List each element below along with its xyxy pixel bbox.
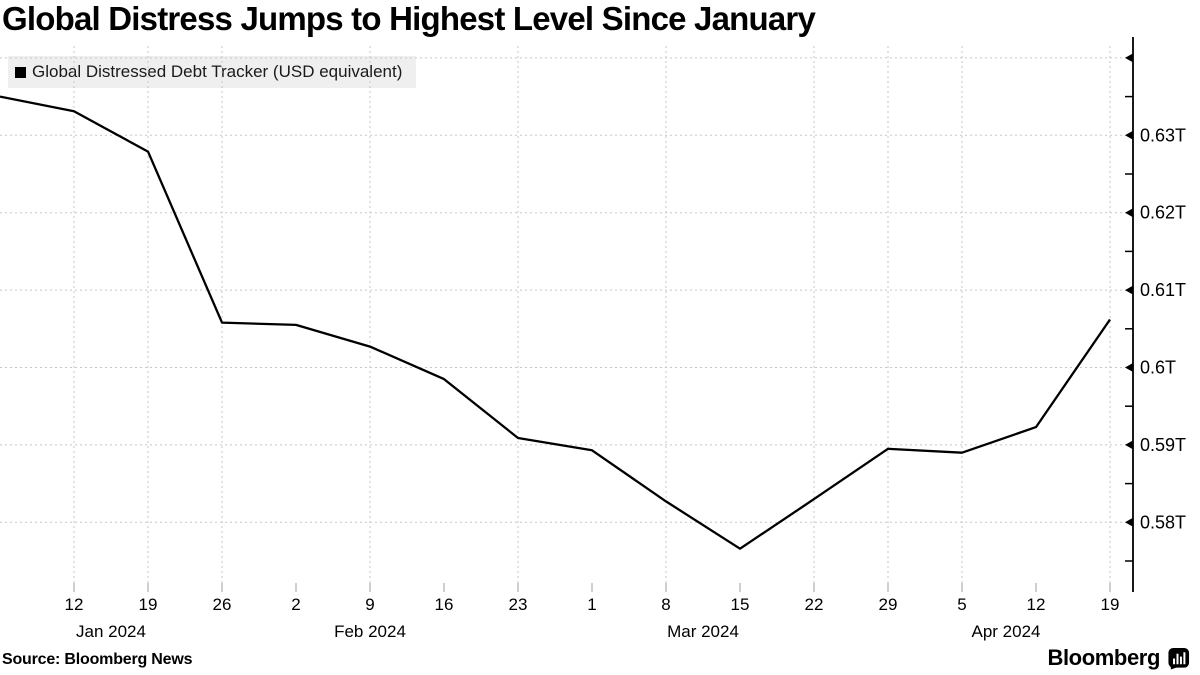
legend-swatch-icon	[15, 66, 26, 78]
source-text: Source: Bloomberg News	[2, 651, 193, 668]
month-label: Apr 2024	[972, 622, 1041, 641]
page-title: Global Distress Jumps to Highest Level S…	[2, 0, 816, 37]
x-tick-label: 22	[805, 595, 824, 614]
y-axis-label: 0.61T	[1140, 280, 1186, 300]
bloomberg-logo: Bloomberg	[1047, 645, 1190, 671]
month-label: Feb 2024	[334, 622, 406, 641]
x-tick-label: 9	[365, 595, 374, 614]
x-tick-label: 12	[65, 595, 84, 614]
y-axis-label: 0.6T	[1140, 358, 1176, 378]
y-axis-label: 0.59T	[1140, 435, 1186, 455]
y-major-tick	[1125, 517, 1133, 527]
legend: Global Distressed Debt Tracker (USD equi…	[8, 56, 417, 88]
x-tick-label: 12	[1027, 595, 1046, 614]
y-axis-label: 0.62T	[1140, 203, 1186, 223]
x-tick-label: 5	[957, 595, 966, 614]
y-major-tick	[1125, 130, 1133, 140]
x-tick-label: 23	[509, 595, 528, 614]
month-label: Mar 2024	[667, 622, 739, 641]
x-tick-label: 19	[1101, 595, 1120, 614]
x-tick-label: 19	[139, 595, 158, 614]
bloomberg-wordmark: Bloomberg	[1047, 645, 1160, 670]
x-tick-label: 8	[661, 595, 670, 614]
y-major-tick	[1125, 53, 1133, 63]
bloomberg-mark-icon	[1168, 647, 1190, 670]
x-tick-label: 16	[435, 595, 454, 614]
x-tick-label: 29	[879, 595, 898, 614]
y-major-tick	[1125, 208, 1133, 218]
series-line	[0, 95, 1111, 550]
x-tick-label: 15	[731, 595, 750, 614]
x-tick-label: 1	[587, 595, 596, 614]
legend-label: Global Distressed Debt Tracker (USD equi…	[32, 62, 403, 81]
y-major-tick	[1125, 285, 1133, 295]
month-label: Jan 2024	[76, 622, 146, 641]
y-axis-label: 0.63T	[1140, 125, 1186, 145]
y-major-tick	[1125, 440, 1133, 450]
y-major-tick	[1125, 363, 1133, 372]
y-axis-label: 0.58T	[1140, 512, 1186, 532]
x-tick-label: 2	[291, 595, 300, 614]
x-tick-label: 26	[213, 595, 232, 614]
